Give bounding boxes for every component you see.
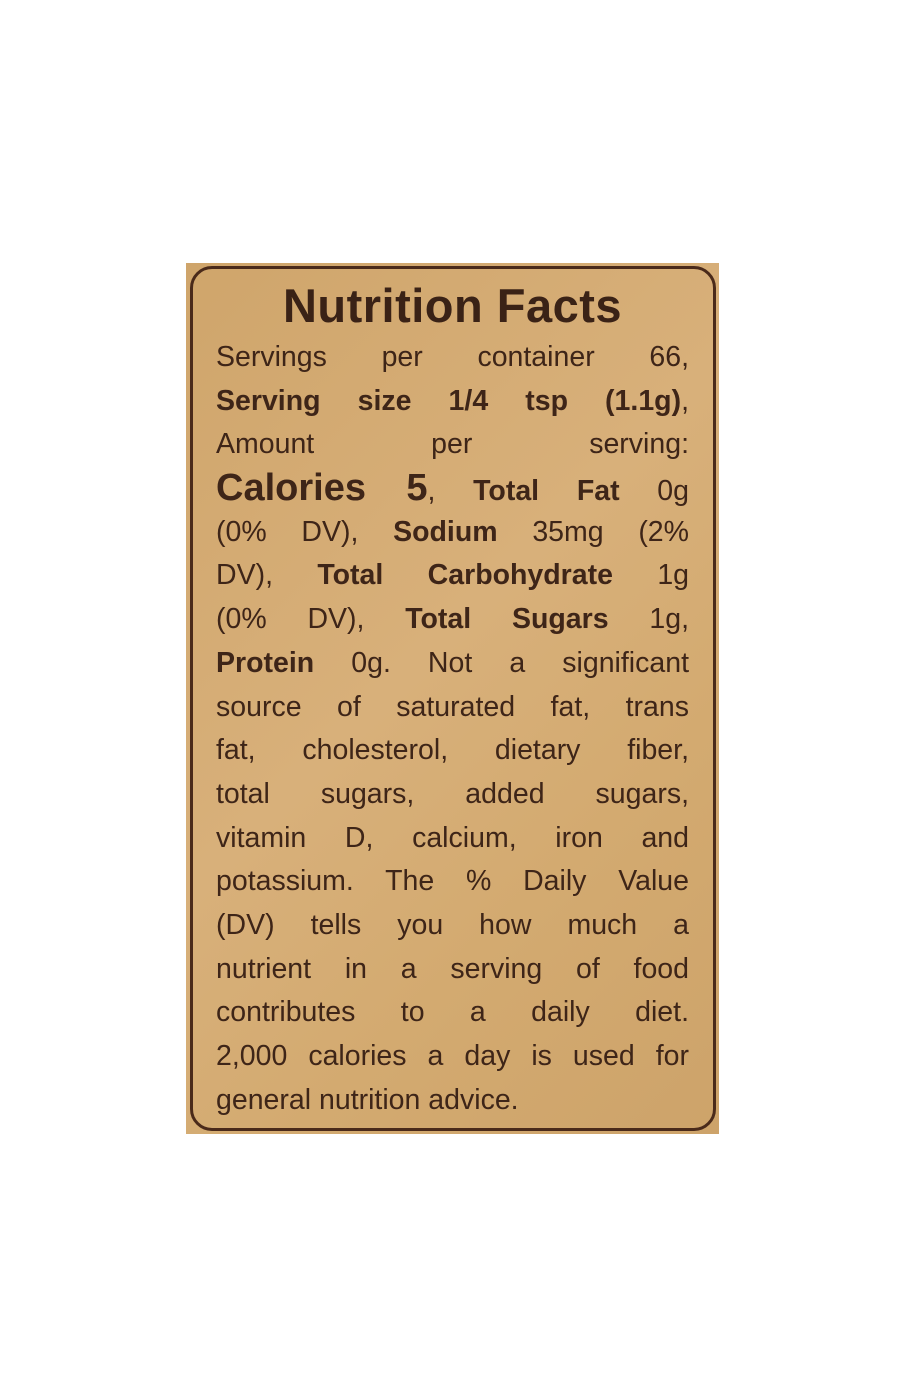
text-segment: DV), (216, 559, 318, 592)
text-segment: potassium. The % Daily Value (216, 865, 689, 898)
text-segment: 0g. Not a significant (314, 646, 689, 679)
nutrition-text-line: vitamin D, calcium, iron and (216, 817, 689, 861)
text-segment: fat, cholesterol, dietary fiber, (216, 734, 689, 767)
text-segment: (0% DV), (216, 603, 406, 636)
text-segment: 1g (612, 559, 690, 592)
nutrition-facts-title: Nutrition Facts (282, 279, 623, 332)
nutrient-name: Calories 5 (216, 467, 428, 510)
text-segment: , (427, 475, 474, 508)
nutrition-text-line: (DV) tells you how much a (216, 904, 689, 948)
nutrient-name: Serving size 1/4 tsp (1.1g) (216, 384, 682, 417)
nutrition-text: Servings per container 66, Serving size 1… (216, 336, 689, 1122)
nutrition-text-line: potassium. The % Daily Value (216, 860, 689, 904)
text-segment: 2,000 calories a day is used for (216, 1040, 689, 1072)
nutrition-text-line: Calories 5, Total Fat 0g (216, 467, 689, 511)
nutrition-text-line: DV), Total Carbohydrate 1g (216, 554, 689, 598)
text-segment: nutrient in a serving of food (216, 952, 689, 985)
text-segment: Servings per container 66, (216, 341, 689, 373)
nutrition-label (186, 263, 719, 1134)
nutrient-name: Protein (216, 646, 315, 679)
text-segment: source of saturated fat, trans (216, 690, 689, 723)
label-border (190, 266, 716, 1131)
text-segment: vitamin D, calcium, iron and (216, 821, 689, 854)
text-segment: (DV) tells you how much a (216, 908, 689, 941)
text-segment: 35mg (2% (497, 515, 689, 548)
text-segment: contributes to a daily diet. (216, 996, 689, 1029)
nutrient-name: Total Sugars (405, 603, 609, 636)
nutrition-text-line: fat, cholesterol, dietary fiber, (216, 729, 689, 773)
nutrition-text-line: Servings per container 66, (216, 336, 689, 380)
text-segment: , (681, 384, 689, 417)
nutrition-text-line: (0% DV), Total Sugars 1g, (216, 598, 689, 642)
text-segment: 0g (619, 475, 690, 508)
nutrition-text-line: Protein 0g. Not a significant (216, 642, 689, 686)
text-segment: general nutrition advice. (216, 1083, 519, 1116)
text-segment: Amount per serving: (216, 428, 689, 461)
text-segment: (0% DV), (216, 515, 394, 548)
nutrition-text-line: nutrient in a serving of food (216, 948, 689, 992)
text-segment: 1g, (608, 603, 689, 636)
nutrition-text-line: Amount per serving: (216, 423, 689, 467)
text-segment: total sugars, added sugars, (216, 777, 689, 810)
nutrition-text-line: total sugars, added sugars, (216, 773, 689, 817)
nutrition-text-line: Serving size 1/4 tsp (1.1g), (216, 380, 689, 424)
nutrition-text-line: 2,000 calories a day is used for (216, 1035, 689, 1079)
nutrient-name: Total Carbohydrate (317, 559, 613, 592)
nutrient-name: Total Fat (473, 475, 620, 508)
nutrition-text-line: general nutrition advice. (216, 1079, 689, 1123)
nutrition-text-line: (0% DV), Sodium 35mg (2% (216, 511, 689, 555)
nutrition-text-line: source of saturated fat, trans (216, 686, 689, 730)
nutrient-name: Sodium (393, 515, 498, 548)
nutrition-text-line: contributes to a daily diet. (216, 991, 689, 1035)
